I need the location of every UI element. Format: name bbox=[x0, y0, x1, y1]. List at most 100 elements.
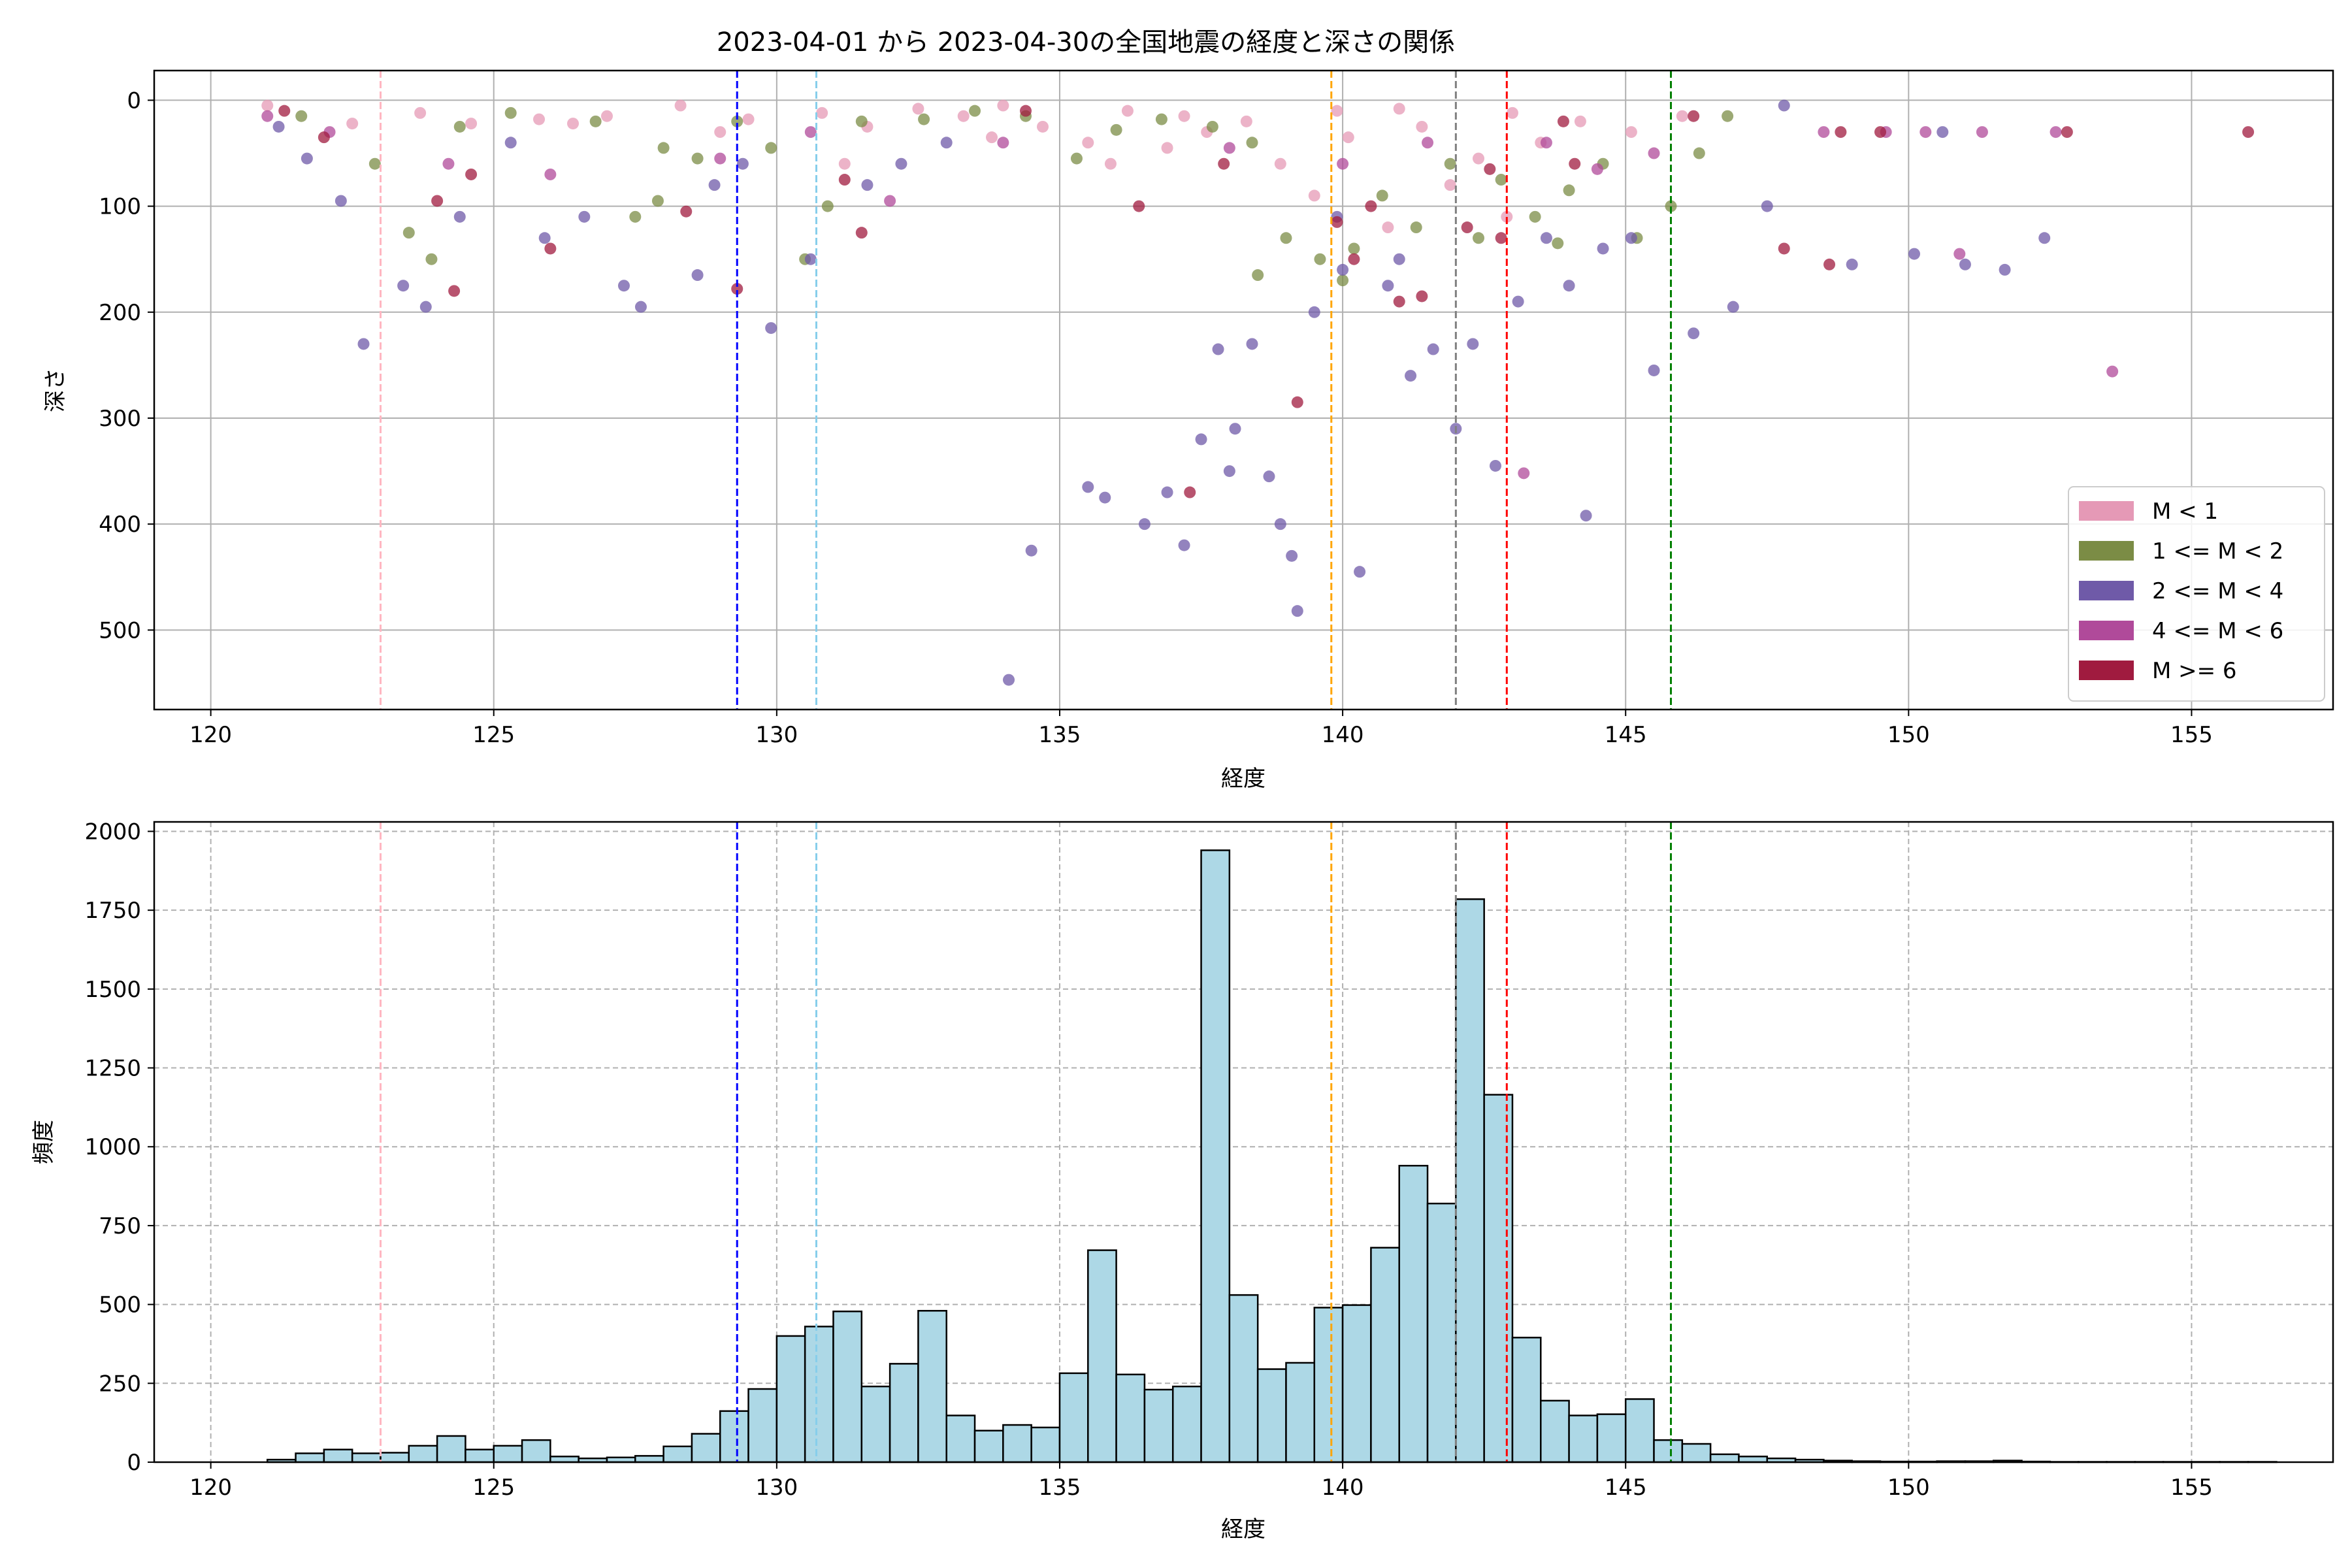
x-tick-label: 140 bbox=[1322, 722, 1364, 748]
scatter-point bbox=[1082, 137, 1094, 149]
scatter-point bbox=[1552, 237, 1564, 250]
histogram-bar bbox=[436, 1435, 466, 1463]
scatter-point bbox=[1846, 258, 1858, 270]
scatter-point bbox=[1874, 126, 1887, 139]
scatter-point bbox=[1778, 99, 1790, 112]
histogram-bar bbox=[1426, 1202, 1457, 1463]
scatter-point bbox=[425, 253, 438, 265]
legend-label: M >= 6 bbox=[2152, 658, 2237, 684]
scatter-point bbox=[442, 157, 455, 170]
histogram-bar bbox=[1341, 1304, 1372, 1463]
histogram-bar bbox=[1256, 1368, 1287, 1463]
scatter-point bbox=[544, 168, 557, 180]
scatter-point bbox=[1999, 263, 2011, 276]
scatter-point bbox=[1688, 110, 1700, 122]
histogram-bar bbox=[1653, 1439, 1684, 1463]
histogram-bar bbox=[1483, 1094, 1514, 1463]
scatter-point bbox=[1365, 200, 1377, 212]
scatter-point bbox=[1337, 263, 1349, 276]
scatter-series-4 bbox=[278, 105, 2255, 498]
scatter-point bbox=[1823, 258, 1836, 270]
scatter-point bbox=[969, 105, 981, 117]
histogram-bar bbox=[1709, 1453, 1740, 1463]
scatter-point bbox=[346, 118, 359, 130]
scatter-point bbox=[397, 280, 410, 292]
histogram-bar bbox=[776, 1335, 806, 1463]
x-tick-label: 135 bbox=[1039, 722, 1081, 748]
histogram-bar bbox=[1030, 1426, 1061, 1463]
x-tick-label: 120 bbox=[189, 722, 232, 748]
scatter-point bbox=[1648, 147, 1660, 159]
scatter-point bbox=[1274, 518, 1286, 531]
scatter-point bbox=[1495, 232, 1507, 244]
scatter-point bbox=[634, 301, 647, 313]
scatter-point bbox=[1648, 364, 1660, 376]
scatter-point bbox=[1422, 137, 1434, 149]
scatter-point bbox=[855, 115, 868, 127]
scatter-chart: 2023-04-01 から 2023-04-30の全国地震の経度と深さの関係 1… bbox=[42, 27, 2334, 792]
scatter-point bbox=[1104, 157, 1117, 170]
y-tick-label: 2000 bbox=[84, 819, 141, 845]
y-tick-label: 500 bbox=[99, 1292, 141, 1318]
histogram-border bbox=[153, 821, 2334, 1463]
histogram-bar bbox=[1313, 1307, 1344, 1463]
scatter-point bbox=[1484, 163, 1496, 175]
scatter-point bbox=[538, 232, 551, 244]
scatter-point bbox=[736, 157, 749, 170]
histogram-bar bbox=[1115, 1373, 1146, 1463]
x-tick-label: 150 bbox=[1887, 1475, 1930, 1501]
scatter-point bbox=[1444, 179, 1456, 191]
scatter-point bbox=[1195, 433, 1207, 446]
scatter-point bbox=[1070, 152, 1083, 165]
scatter-point bbox=[465, 168, 478, 180]
scatter-point bbox=[1348, 242, 1360, 255]
legend-label: M < 1 bbox=[2152, 498, 2218, 525]
scatter-point bbox=[1676, 110, 1688, 122]
scatter-point bbox=[861, 179, 874, 191]
scatter-point bbox=[617, 280, 630, 292]
legend-label: 4 <= M < 6 bbox=[2152, 618, 2283, 644]
x-tick-label: 145 bbox=[1605, 722, 1647, 748]
scatter-point bbox=[335, 195, 347, 207]
scatter-point bbox=[1563, 184, 1575, 197]
scatter-point bbox=[2050, 126, 2062, 139]
scatter-point bbox=[680, 205, 693, 218]
scatter-point bbox=[1580, 510, 1592, 522]
scatter-point bbox=[504, 137, 517, 149]
x-tick-label: 150 bbox=[1887, 722, 1930, 748]
scatter-point bbox=[402, 227, 415, 239]
scatter-point bbox=[1331, 216, 1343, 228]
y-tick-label: 1250 bbox=[84, 1056, 141, 1082]
scatter-point bbox=[1597, 242, 1609, 255]
scatter-point bbox=[1133, 200, 1145, 212]
scatter-point bbox=[838, 157, 851, 170]
scatter-point bbox=[1331, 105, 1343, 117]
scatter-point bbox=[1540, 232, 1552, 244]
scatter-point bbox=[1382, 280, 1394, 292]
scatter-point bbox=[765, 322, 777, 335]
scatter-y-ticks: 0 100 200 300 400 500 bbox=[99, 88, 154, 644]
legend-label: 1 <= M < 2 bbox=[2152, 538, 2283, 564]
scatter-point bbox=[1569, 157, 1581, 170]
scatter-point bbox=[272, 120, 285, 133]
scatter-point bbox=[1953, 248, 1966, 260]
scatter-point bbox=[918, 113, 930, 125]
histogram-bar bbox=[493, 1445, 523, 1463]
scatter-point bbox=[957, 110, 970, 122]
scatter-point bbox=[1727, 301, 1739, 313]
histogram-y-axis-label: 頻度 bbox=[31, 1120, 57, 1164]
scatter-point bbox=[1382, 221, 1394, 234]
scatter-point bbox=[1393, 103, 1405, 115]
scatter-point bbox=[465, 118, 478, 130]
scatter-point bbox=[731, 115, 743, 127]
scatter-point bbox=[1444, 157, 1456, 170]
x-tick-label: 135 bbox=[1039, 1475, 1081, 1501]
histogram-bar bbox=[1002, 1424, 1032, 1463]
histogram-chart: 120 125 130 135 140 145 150 155 0 250 500 750 1000 1… bbox=[31, 819, 2334, 1543]
scatter-series-0 bbox=[261, 99, 1688, 234]
scatter-point bbox=[986, 131, 998, 144]
scatter-point bbox=[419, 301, 432, 313]
histogram-bar bbox=[860, 1385, 891, 1463]
scatter-point bbox=[912, 103, 924, 115]
